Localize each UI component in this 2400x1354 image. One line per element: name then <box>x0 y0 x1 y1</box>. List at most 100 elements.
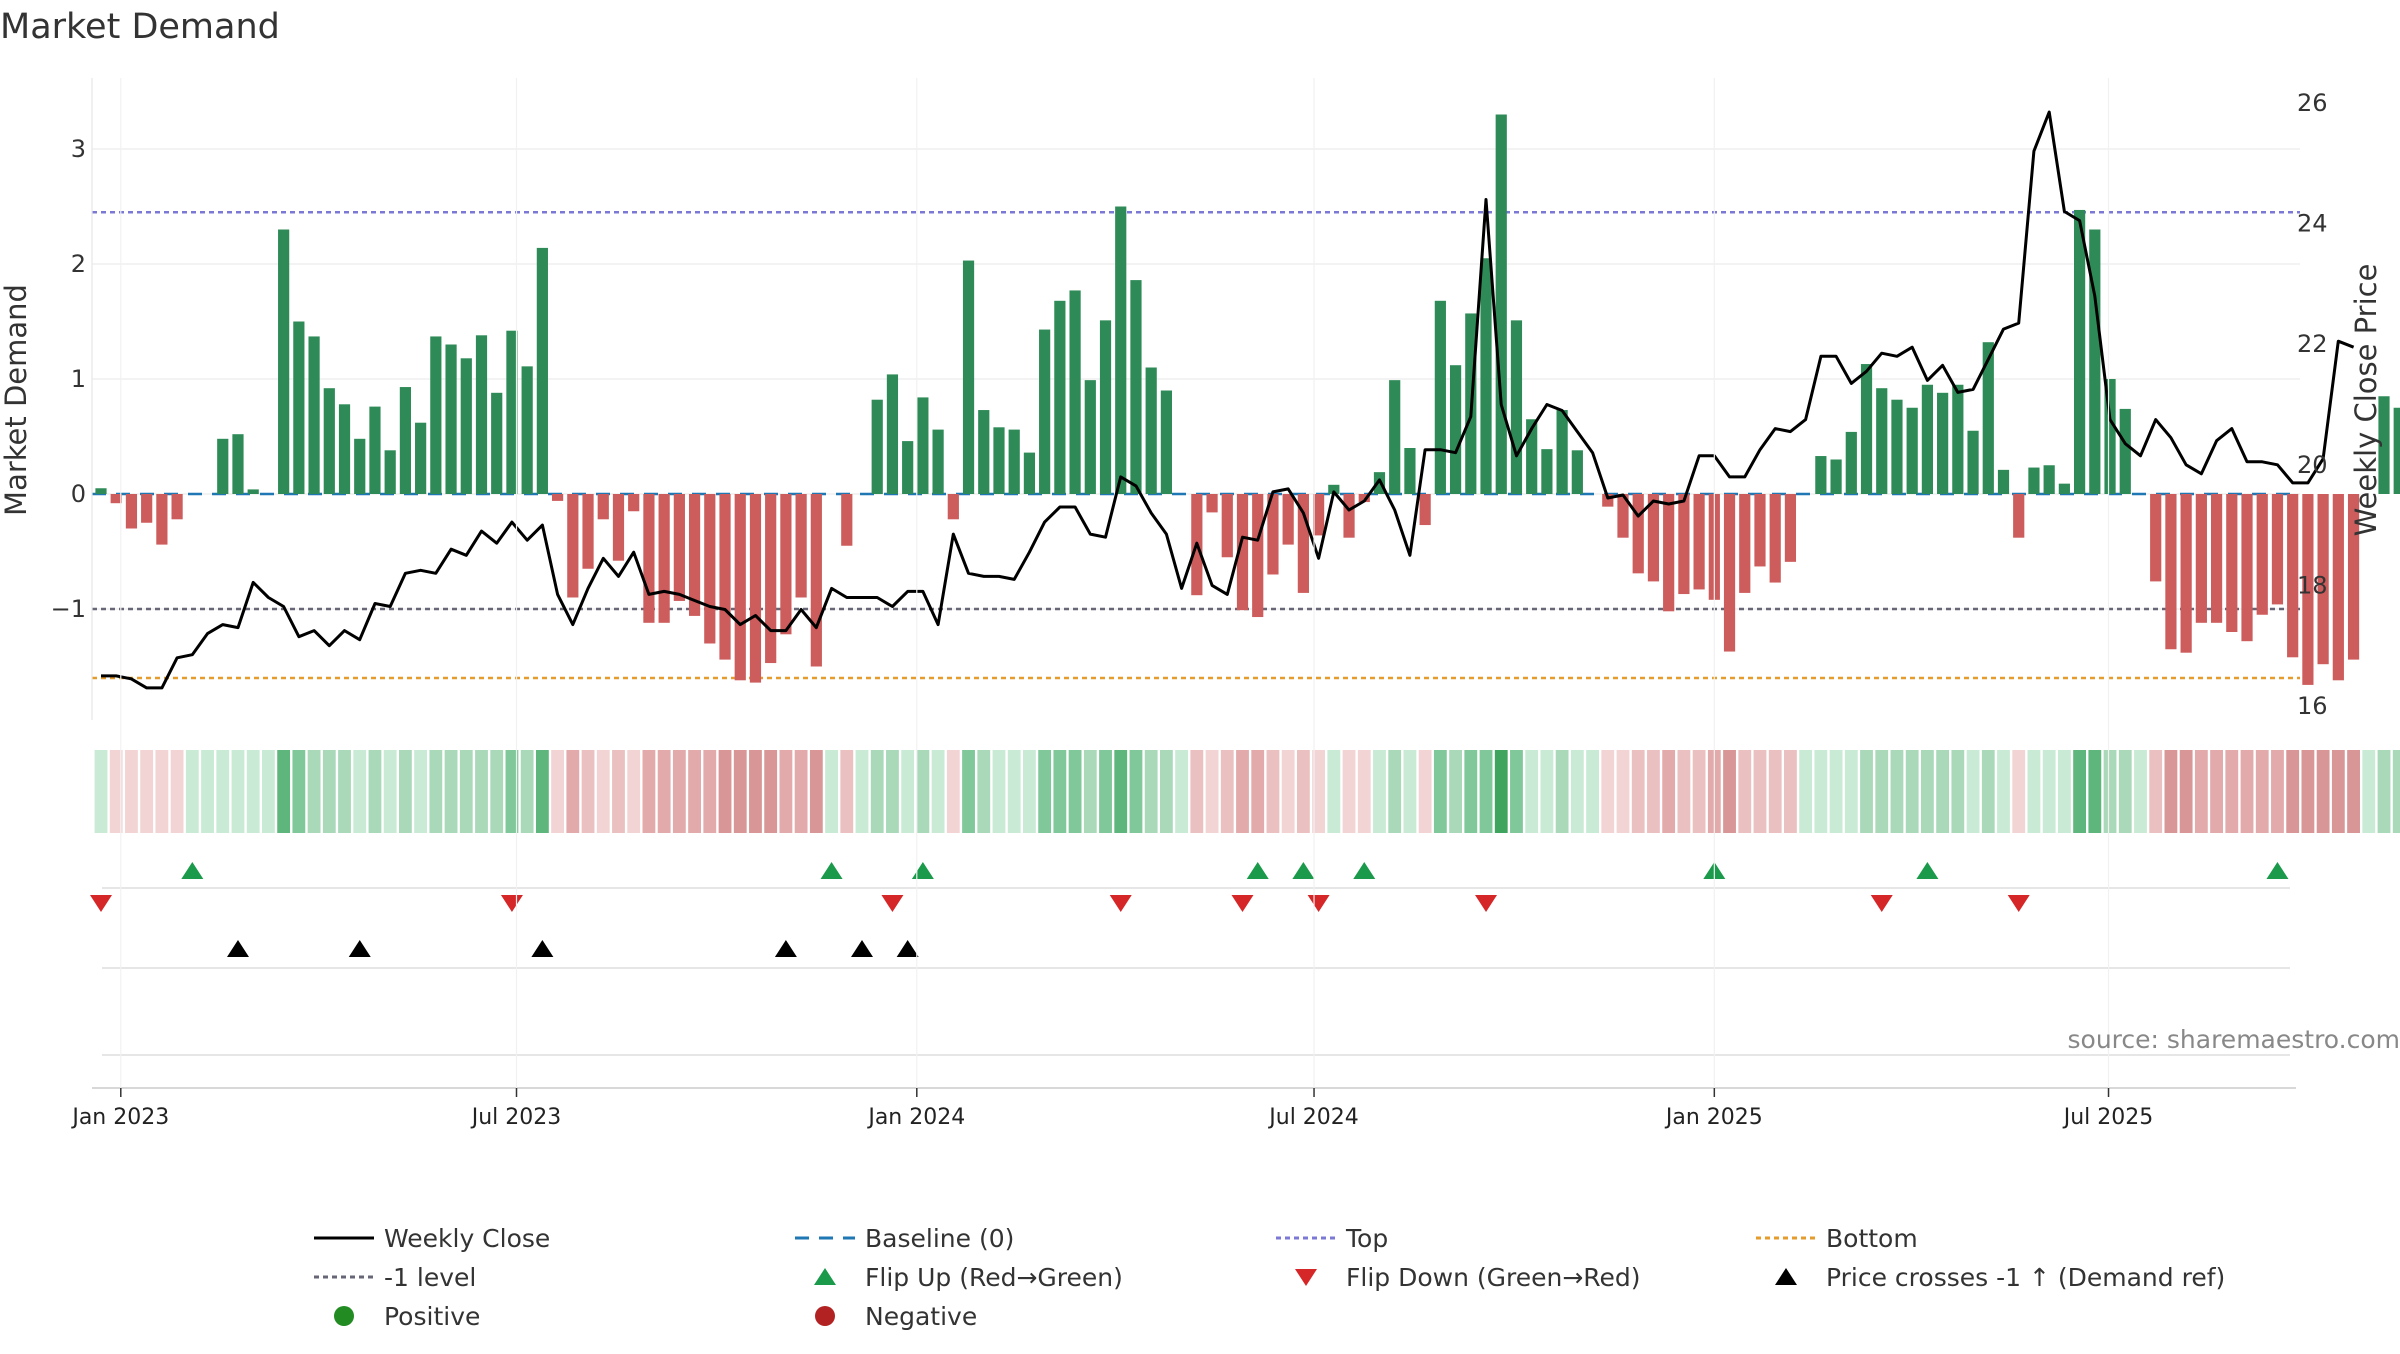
heat-cell <box>1297 750 1310 833</box>
flip-up-marker <box>821 862 843 879</box>
demand-bar <box>1146 368 1157 495</box>
heat-cell <box>2286 750 2299 833</box>
demand-bar <box>552 494 563 501</box>
heat-cell <box>703 750 716 833</box>
y-tick-label: 1 <box>71 365 86 393</box>
demand-bar <box>1937 393 1948 494</box>
heat-cell <box>384 750 397 833</box>
demand-bar <box>1420 494 1431 525</box>
heat-cell <box>825 750 838 833</box>
heat-cell <box>2165 750 2178 833</box>
demand-bar <box>476 335 487 494</box>
price-cross-marker <box>897 940 919 957</box>
heat-cell <box>597 750 610 833</box>
demand-bar <box>232 434 243 494</box>
heat-cell <box>2180 750 2193 833</box>
heat-cell <box>1677 750 1690 833</box>
heat-cell <box>125 750 138 833</box>
flip-up-marker <box>181 862 203 879</box>
heat-cell <box>2271 750 2284 833</box>
demand-bar <box>1009 430 1020 494</box>
heat-cell <box>95 750 108 833</box>
heat-cell <box>551 750 564 833</box>
heat-cell <box>993 750 1006 833</box>
legend-label: Bottom <box>1826 1224 1918 1253</box>
demand-bar <box>582 494 593 569</box>
demand-bar <box>796 494 807 598</box>
heat-cell <box>1997 750 2010 833</box>
flip-down-marker <box>1110 895 1132 912</box>
demand-bar <box>95 488 106 494</box>
demand-bar <box>1054 301 1065 494</box>
demand-bar <box>1313 494 1324 535</box>
flip-up-marker <box>1916 862 1938 879</box>
price-cross-marker <box>775 940 797 957</box>
legend-label: Negative <box>865 1302 977 1331</box>
heat-cell <box>171 750 184 833</box>
heat-cell <box>1556 750 1569 833</box>
heat-cell <box>1038 750 1051 833</box>
heat-cell <box>1449 750 1462 833</box>
heat-cell <box>977 750 990 833</box>
heat-cell <box>1495 750 1508 833</box>
heat-cell <box>2104 750 2117 833</box>
demand-bar <box>430 336 441 494</box>
legend-label: Baseline (0) <box>865 1224 1014 1253</box>
demand-bar <box>1785 494 1796 562</box>
heat-cell <box>1830 750 1843 833</box>
x-tick-label: Jul 2024 <box>1267 1105 1359 1130</box>
heat-cell <box>1327 750 1340 833</box>
demand-bar <box>2165 494 2176 649</box>
heat-cell <box>2028 750 2041 833</box>
heat-cell <box>810 750 823 833</box>
heat-cell <box>856 750 869 833</box>
heat-cell <box>2256 750 2269 833</box>
heat-cell <box>1053 750 1066 833</box>
x-tick-label: Jan 2025 <box>1664 1105 1763 1130</box>
y2-tick-label: 26 <box>2297 89 2328 117</box>
heat-cell <box>1738 750 1751 833</box>
heat-cell <box>1267 750 1280 833</box>
demand-bar <box>400 387 411 494</box>
demand-bar <box>872 400 883 494</box>
heat-cell <box>1571 750 1584 833</box>
heat-cell <box>2347 750 2360 833</box>
heat-cell <box>1769 750 1782 833</box>
demand-bar <box>1724 494 1735 652</box>
heat-cell <box>216 750 229 833</box>
heat-cell <box>749 750 762 833</box>
heat-cell <box>688 750 701 833</box>
heat-cell <box>1190 750 1203 833</box>
demand-bar <box>2272 494 2283 604</box>
demand-bar <box>2074 210 2085 494</box>
heat-cell <box>262 750 275 833</box>
heat-cell <box>1647 750 1660 833</box>
heat-cell <box>916 750 929 833</box>
heat-cell <box>566 750 579 833</box>
heat-cell <box>1343 750 1356 833</box>
heat-cell <box>414 750 427 833</box>
heat-cell <box>521 750 534 833</box>
heat-cell <box>2195 750 2208 833</box>
heat-cell <box>2362 750 2375 833</box>
demand-bar <box>1343 494 1354 538</box>
flip-up-marker <box>912 862 934 879</box>
demand-bar <box>522 366 533 494</box>
demand-bar <box>2120 409 2131 494</box>
heat-cell <box>779 750 792 833</box>
price-cross-marker <box>851 940 873 957</box>
demand-bar <box>978 410 989 494</box>
demand-bar <box>172 494 183 519</box>
x-tick-label: Jan 2024 <box>866 1105 965 1130</box>
heat-cell <box>140 750 153 833</box>
heat-cell <box>1358 750 1371 833</box>
flip-up-marker <box>2266 862 2288 879</box>
demand-bar <box>1678 494 1689 594</box>
heat-cell <box>1419 750 1432 833</box>
demand-bar <box>1922 385 1933 494</box>
demand-bar <box>1389 380 1400 494</box>
demand-bar <box>963 261 974 494</box>
flip-down-marker <box>2008 895 2030 912</box>
